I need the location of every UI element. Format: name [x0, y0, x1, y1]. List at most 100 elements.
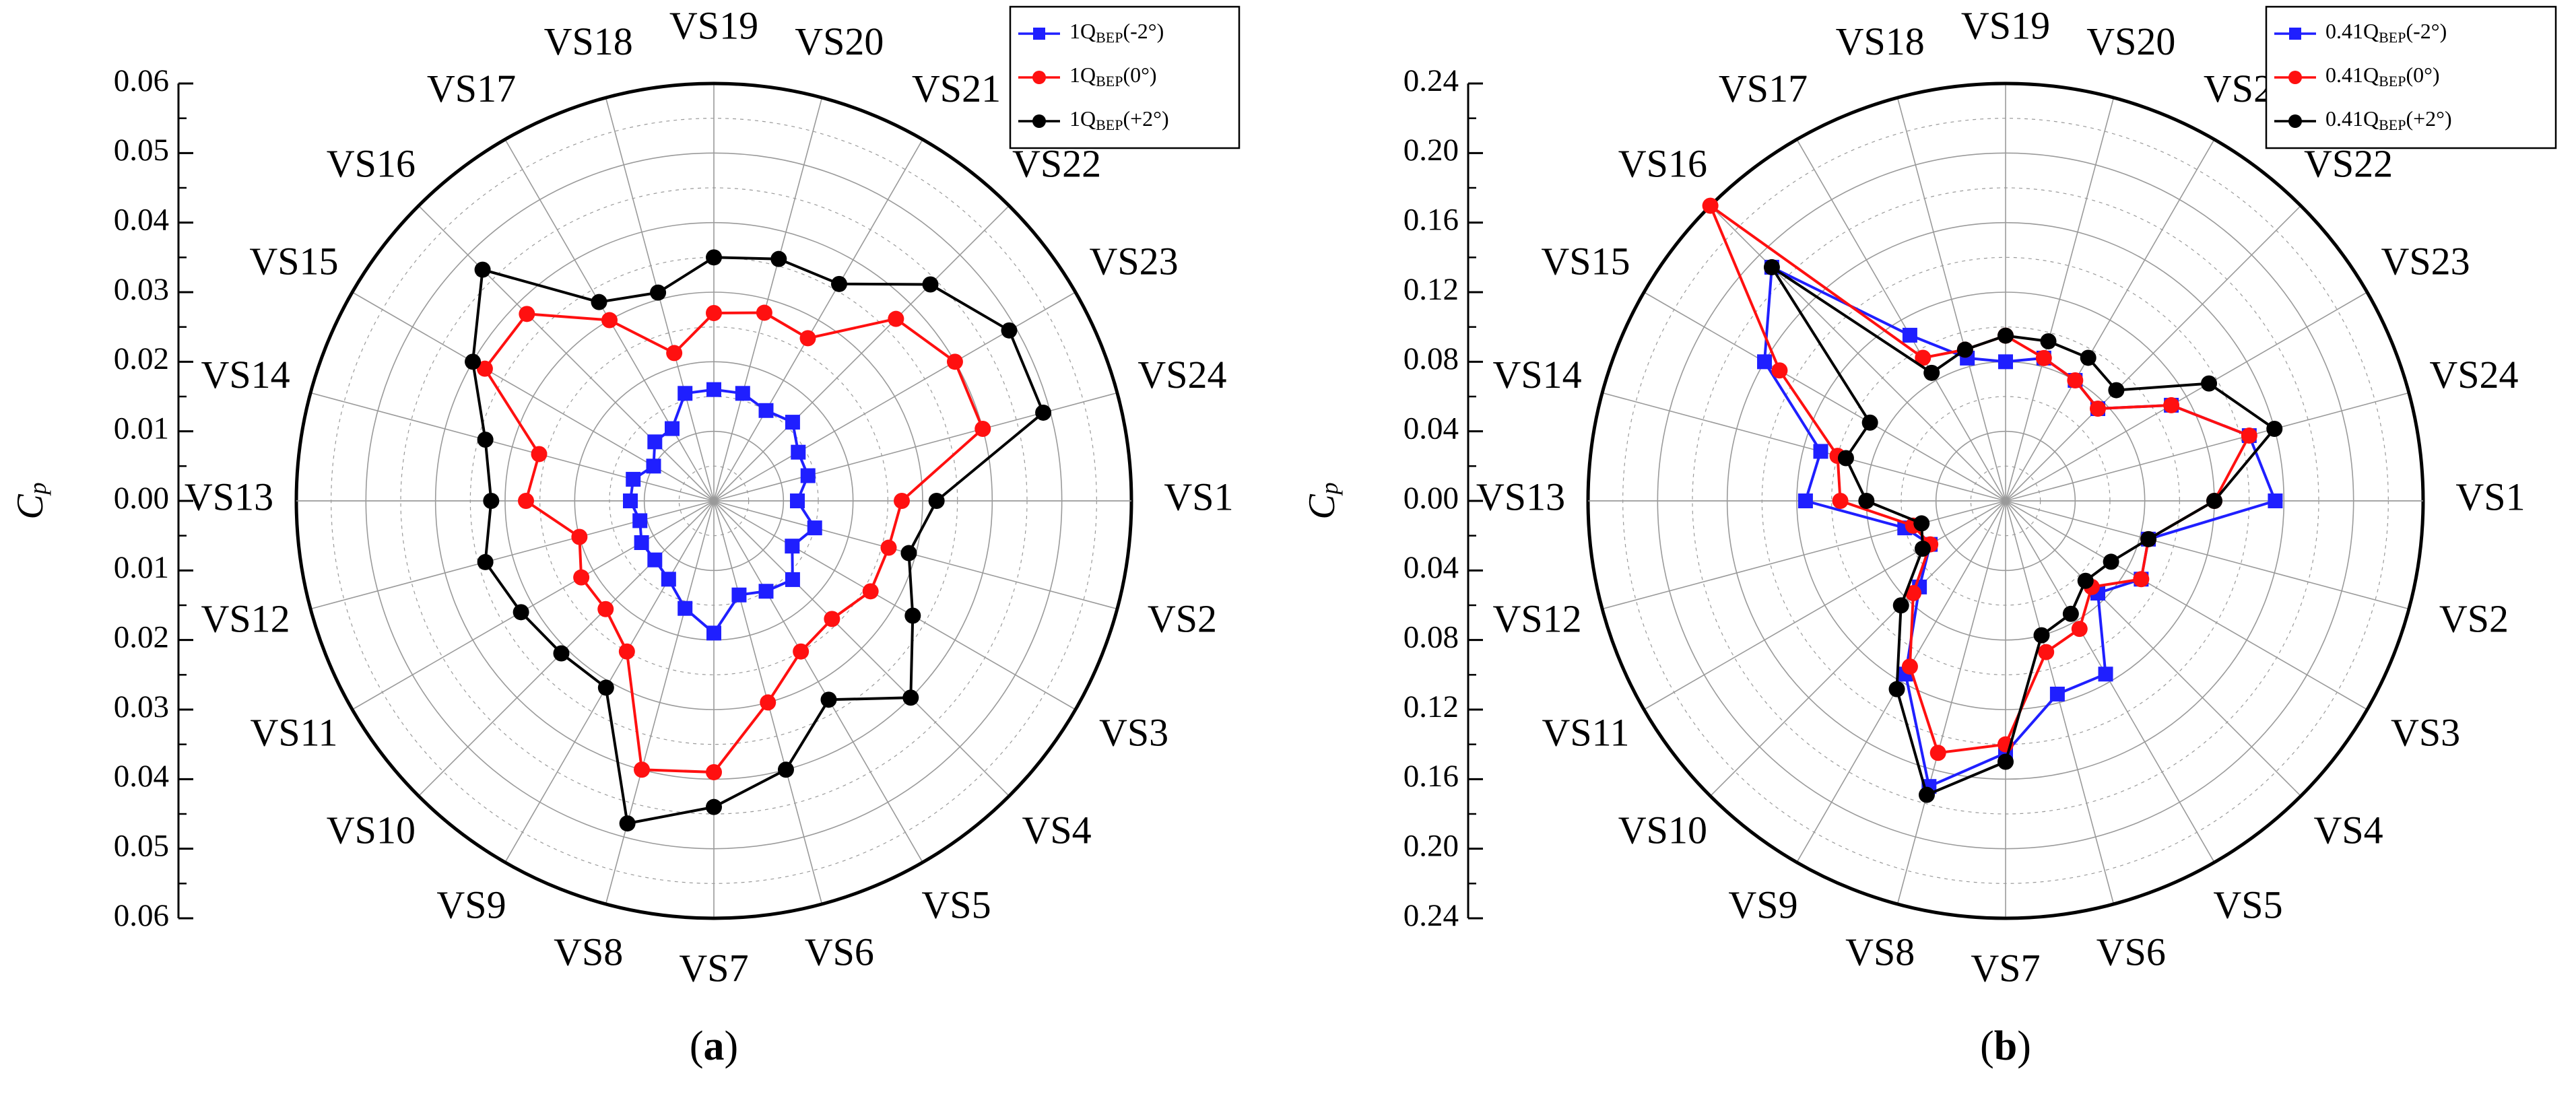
data-point-circle	[888, 310, 904, 327]
sector-label-vs4: VS4	[2314, 808, 2383, 852]
legend-label-subscript: BEP	[2379, 116, 2406, 133]
radial-tick-label: 0.04	[1403, 550, 1459, 585]
data-point-square	[790, 493, 805, 508]
radial-tick-label: 0.20	[1403, 133, 1459, 168]
data-point-square	[647, 552, 663, 568]
radial-tick-label: 0.16	[1403, 759, 1459, 794]
data-point-circle	[601, 312, 618, 329]
data-point-circle	[1914, 541, 1931, 557]
data-point-square	[785, 415, 800, 430]
data-point-circle	[1901, 658, 1918, 675]
series-1	[476, 304, 991, 780]
data-point-circle	[1913, 515, 1930, 532]
data-point-square	[785, 539, 800, 554]
sector-label-vs1: VS1	[2455, 475, 2525, 518]
panel-label: (b)	[1980, 1023, 2031, 1069]
sector-label-vs12: VS12	[201, 596, 290, 640]
data-point-square	[785, 572, 800, 587]
grid-spoke	[2005, 500, 2301, 796]
legend-label-subscript: BEP	[2379, 29, 2406, 46]
sector-label-vs18: VS18	[1836, 20, 1925, 63]
data-point-circle	[824, 611, 840, 627]
data-point-circle	[1035, 404, 1052, 421]
sector-label-vs6: VS6	[2096, 930, 2166, 973]
data-point-square	[2268, 493, 2283, 508]
panel-label: (a)	[690, 1023, 738, 1069]
radial-tick-label: 0.06	[114, 898, 169, 933]
grid-spoke	[1896, 97, 2006, 502]
data-point-circle	[793, 643, 810, 660]
data-point-circle	[1888, 681, 1905, 697]
data-point-circle	[519, 306, 535, 322]
data-point-square	[665, 421, 680, 436]
panel-label-close: )	[725, 1023, 739, 1069]
data-point-circle	[2241, 428, 2257, 444]
sector-label-vs23: VS23	[1089, 239, 1178, 283]
data-point-circle	[2080, 349, 2096, 366]
grid-spoke	[713, 500, 1010, 796]
sector-label-vs15: VS15	[1541, 239, 1630, 283]
data-point-circle	[2103, 553, 2119, 570]
data-point-circle	[1861, 414, 1878, 431]
sector-label-vs19: VS19	[1961, 3, 2050, 47]
radial-tick-label: 0.08	[1403, 341, 1459, 376]
data-point-square	[758, 403, 774, 418]
sector-label-vs7: VS7	[679, 946, 748, 990]
data-point-circle	[573, 569, 590, 586]
radial-tick-label: 0.20	[1403, 828, 1459, 863]
data-point-circle	[1702, 197, 1719, 214]
axis-title-subscript: p	[24, 482, 51, 496]
data-point-circle	[900, 545, 917, 561]
radial-tick-label: 0.02	[114, 619, 169, 654]
grid-spoke	[2005, 139, 2215, 502]
radial-tick-label: 0.03	[114, 689, 169, 724]
data-point-circle	[1832, 493, 1849, 509]
grid-spoke	[418, 205, 715, 502]
radial-tick-label: 0.06	[114, 63, 169, 98]
data-point-circle	[1997, 753, 2014, 770]
legend-label-subscript: BEP	[1096, 116, 1123, 133]
data-point-square	[2098, 666, 2113, 682]
radial-tick-label: 0.05	[114, 133, 169, 168]
data-point-circle	[2140, 531, 2157, 547]
data-point-circle	[619, 815, 636, 832]
series-0	[623, 382, 822, 641]
data-point-square	[735, 386, 750, 401]
data-point-circle	[902, 689, 919, 706]
sector-label-vs4: VS4	[1022, 808, 1092, 852]
data-point-circle	[1837, 450, 1854, 467]
sector-label-vs19: VS19	[669, 3, 758, 47]
data-point-square	[626, 471, 641, 487]
grid-spoke	[352, 500, 715, 710]
radial-tick-label: 0.12	[1403, 689, 1459, 724]
radial-tick-label: 0.03	[114, 272, 169, 307]
data-point-square	[623, 493, 638, 508]
grid-spoke	[713, 500, 923, 863]
data-point-circle	[2266, 421, 2283, 438]
grid-spoke	[713, 205, 1010, 502]
grid-spoke	[1796, 139, 2006, 502]
data-point-circle	[465, 353, 482, 370]
grid-spoke	[1896, 500, 2006, 905]
data-point-circle	[706, 249, 722, 266]
legend-swatch-marker	[2288, 114, 2302, 128]
radial-tick-label: 0.16	[1403, 202, 1459, 237]
data-point-circle	[770, 250, 787, 267]
data-point-circle	[831, 275, 847, 292]
data-point-circle	[2090, 400, 2107, 417]
sector-label-vs3: VS3	[1099, 710, 1168, 754]
sector-label-vs14: VS14	[1492, 353, 1581, 397]
sector-label-vs14: VS14	[201, 353, 290, 397]
sector-label-vs13: VS13	[185, 475, 273, 518]
radial-tick-label: 0.08	[1403, 619, 1459, 654]
legend-swatch-marker	[1033, 28, 1045, 40]
data-point-circle	[2033, 627, 2050, 644]
data-point-circle	[706, 798, 722, 815]
legend-swatch-marker	[1032, 71, 1046, 84]
grid-spoke	[1643, 500, 2006, 710]
grid-spoke	[2005, 500, 2368, 710]
sector-label-vs1: VS1	[1164, 475, 1233, 518]
data-point-square	[800, 468, 816, 483]
data-point-circle	[571, 528, 588, 545]
